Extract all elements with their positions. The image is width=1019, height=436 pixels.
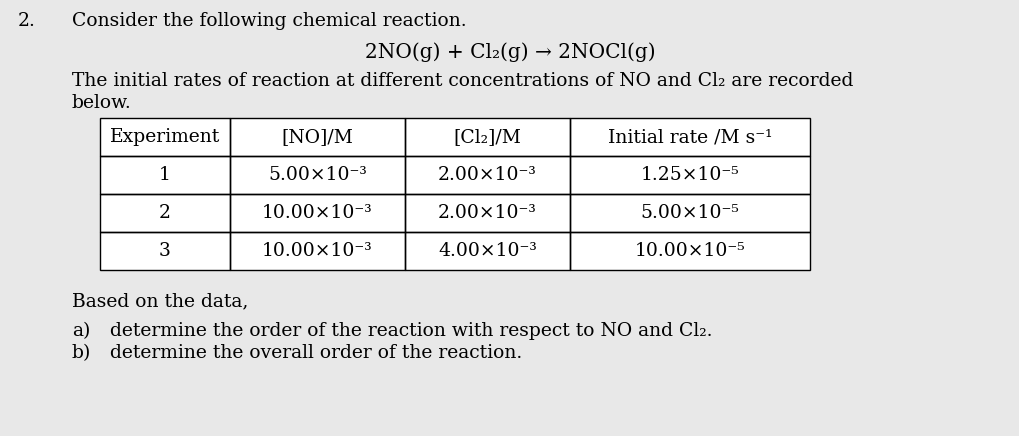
- Bar: [405, 194, 570, 232]
- Text: Initial rate /M s⁻¹: Initial rate /M s⁻¹: [607, 128, 772, 146]
- Bar: [570, 156, 810, 194]
- Bar: [230, 232, 405, 270]
- Text: 10.00×10⁻³: 10.00×10⁻³: [262, 204, 373, 222]
- Text: The initial rates of reaction at different concentrations of NO and Cl₂ are reco: The initial rates of reaction at differe…: [72, 72, 853, 90]
- Text: Experiment: Experiment: [110, 128, 220, 146]
- Text: Consider the following chemical reaction.: Consider the following chemical reaction…: [72, 12, 467, 30]
- Text: 10.00×10⁻³: 10.00×10⁻³: [262, 242, 373, 260]
- Bar: [100, 156, 230, 194]
- Bar: [405, 232, 570, 270]
- Bar: [230, 118, 405, 156]
- Bar: [230, 194, 405, 232]
- Bar: [100, 232, 230, 270]
- Text: a): a): [72, 322, 91, 340]
- Bar: [100, 118, 810, 270]
- Bar: [100, 194, 230, 232]
- Bar: [570, 118, 810, 156]
- Text: 2.00×10⁻³: 2.00×10⁻³: [438, 204, 537, 222]
- Bar: [405, 118, 570, 156]
- Text: 1.25×10⁻⁵: 1.25×10⁻⁵: [641, 166, 740, 184]
- Bar: [570, 232, 810, 270]
- Text: 2NO(g) + Cl₂(g) → 2NOCl(g): 2NO(g) + Cl₂(g) → 2NOCl(g): [365, 42, 655, 61]
- Text: 4.00×10⁻³: 4.00×10⁻³: [438, 242, 537, 260]
- Text: determine the order of the reaction with respect to NO and Cl₂.: determine the order of the reaction with…: [110, 322, 712, 340]
- Text: 3: 3: [159, 242, 171, 260]
- Text: 10.00×10⁻⁵: 10.00×10⁻⁵: [635, 242, 745, 260]
- Text: below.: below.: [72, 94, 131, 112]
- Bar: [100, 118, 230, 156]
- Bar: [405, 156, 570, 194]
- Text: [Cl₂]/M: [Cl₂]/M: [453, 128, 522, 146]
- Text: 5.00×10⁻³: 5.00×10⁻³: [268, 166, 367, 184]
- Text: Based on the data,: Based on the data,: [72, 292, 249, 310]
- Text: [NO]/M: [NO]/M: [281, 128, 354, 146]
- Text: 1: 1: [159, 166, 171, 184]
- Text: 5.00×10⁻⁵: 5.00×10⁻⁵: [641, 204, 740, 222]
- Bar: [570, 194, 810, 232]
- Text: b): b): [72, 344, 92, 362]
- Bar: [230, 156, 405, 194]
- Text: determine the overall order of the reaction.: determine the overall order of the react…: [110, 344, 523, 362]
- Text: 2.: 2.: [18, 12, 36, 30]
- Text: 2: 2: [159, 204, 171, 222]
- Text: 2.00×10⁻³: 2.00×10⁻³: [438, 166, 537, 184]
